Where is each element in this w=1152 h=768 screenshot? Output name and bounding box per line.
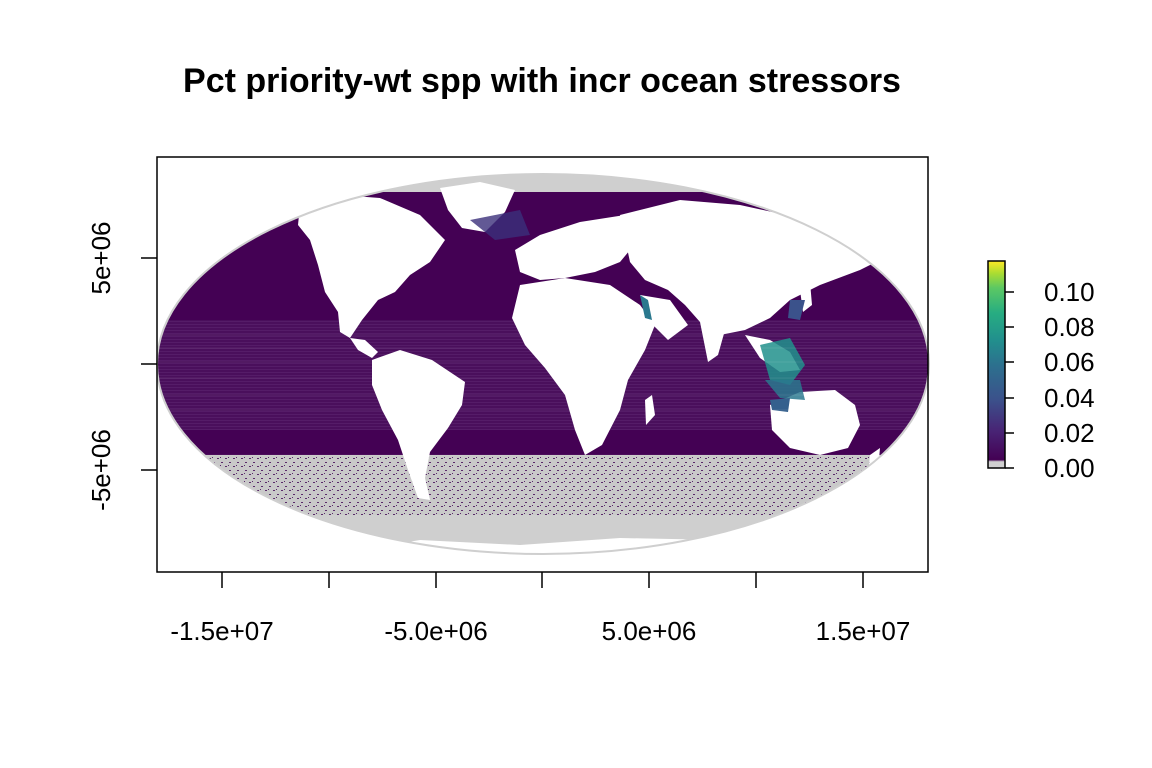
region-coral-triangle [760,338,805,385]
region-red-sea [640,295,652,320]
chart-title: Pct priority-wt spp with incr ocean stre… [183,62,901,100]
shipping-lines [157,334,929,456]
legend-tick-label: 0.00 [1044,453,1095,483]
legend-tick-label: 0.06 [1044,347,1095,377]
legend-color-bar [987,260,1006,469]
land-india [700,322,725,362]
land-south-america [372,350,465,500]
y-tick-label: -5e+06 [86,429,116,511]
land-madagascar [645,395,655,425]
southern-ocean-far [157,515,929,554]
region-indonesia [765,380,805,400]
land-europe [515,215,640,280]
y-axis: 5e+06 -5e+06 [86,221,157,511]
land-north-america [298,195,445,338]
x-tick-label: -5.0e+06 [384,616,487,646]
land-central-america [350,338,378,358]
region-east-china-sea [788,300,805,320]
color-legend: 0.10 0.08 0.06 0.04 0.02 0.00 [987,260,1095,483]
legend-tick-label: 0.02 [1044,418,1095,448]
legend-tick-label: 0.10 [1044,277,1095,307]
y-tick-label: 5e+06 [86,221,116,294]
high-value-regions [470,210,805,412]
region-north-atlantic [470,210,530,240]
land-australia [770,390,860,455]
x-tick-label: -1.5e+07 [170,616,273,646]
legend-tick-label: 0.04 [1044,383,1095,413]
legend-tick-label: 0.08 [1044,312,1095,342]
x-axis: -1.5e+07 -5.0e+06 5.0e+06 1.5e+07 [170,572,910,646]
land-arabia [640,295,688,340]
land-africa [512,278,655,455]
x-tick-label: 5.0e+06 [602,616,697,646]
region-nw-australia [770,398,790,412]
x-tick-label: 1.5e+07 [816,616,911,646]
